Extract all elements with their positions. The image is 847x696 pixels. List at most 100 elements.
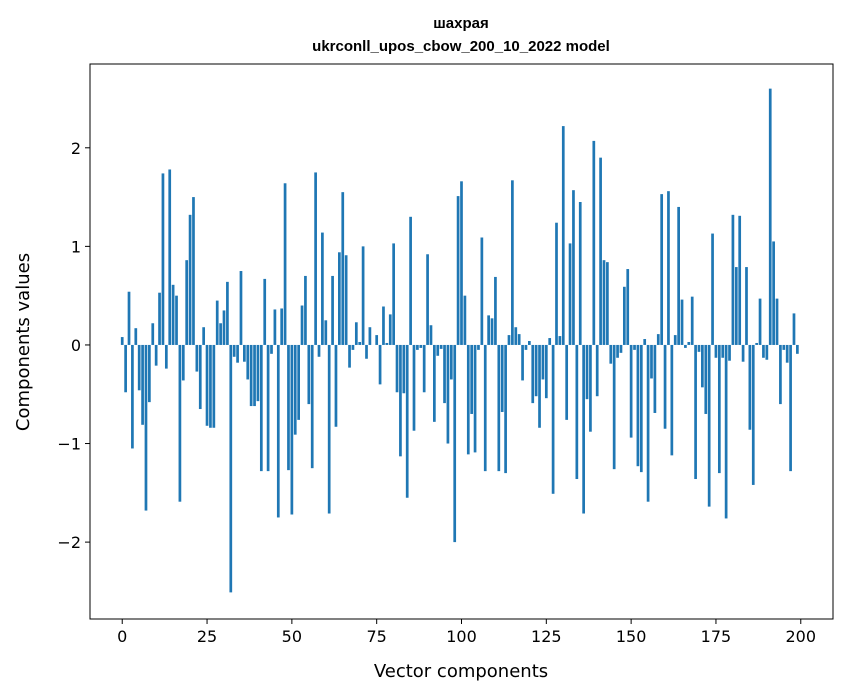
- bar: [439, 344, 443, 349]
- bar: [314, 172, 317, 345]
- bar: [555, 222, 558, 345]
- bar: [639, 344, 643, 473]
- bar: [558, 336, 562, 345]
- bar: [449, 344, 453, 380]
- bar: [426, 254, 429, 345]
- bar: [198, 344, 202, 410]
- bar: [283, 183, 287, 345]
- bar: [466, 344, 470, 455]
- bar: [704, 344, 708, 414]
- bar: [287, 344, 290, 471]
- bar: [412, 344, 416, 431]
- bar: [378, 344, 382, 385]
- bar: [229, 344, 233, 593]
- bar: [131, 344, 134, 449]
- bar: [500, 344, 504, 412]
- bar: [246, 344, 250, 380]
- plot-frame: [89, 63, 834, 620]
- bar: [741, 344, 745, 362]
- y-tick-label: −2: [57, 533, 81, 552]
- bar: [595, 344, 599, 397]
- bar: [310, 344, 314, 469]
- bar: [124, 344, 127, 393]
- bar: [263, 278, 267, 345]
- bar: [599, 157, 602, 345]
- bar: [273, 309, 277, 345]
- bar: [253, 344, 256, 407]
- y-tick-label: −1: [57, 435, 81, 454]
- bar: [341, 192, 345, 345]
- bars-group: [120, 88, 799, 593]
- bar: [534, 344, 538, 397]
- bar: [687, 341, 691, 345]
- bar: [293, 344, 297, 435]
- bar: [650, 344, 653, 379]
- bar: [181, 344, 185, 381]
- x-tick-label: 200: [785, 627, 816, 646]
- bar: [694, 344, 697, 480]
- bar: [660, 194, 664, 345]
- bar: [677, 206, 680, 345]
- bar: [701, 344, 704, 388]
- bar: [578, 202, 582, 345]
- bar: [772, 241, 775, 345]
- y-axis-label: Components values: [13, 253, 34, 431]
- bar: [344, 255, 348, 345]
- bar: [120, 337, 124, 345]
- bar: [483, 344, 487, 472]
- bar: [171, 284, 175, 345]
- bar: [348, 344, 351, 368]
- bar: [297, 344, 300, 420]
- bar: [667, 191, 670, 345]
- bar: [721, 344, 725, 358]
- bar: [636, 344, 640, 467]
- bar: [524, 344, 528, 350]
- x-tick-label: 100: [446, 627, 477, 646]
- bar: [785, 344, 789, 363]
- bar: [758, 298, 762, 345]
- bar: [416, 344, 419, 350]
- chart-title: шахрая: [433, 15, 488, 32]
- bar: [178, 344, 182, 502]
- bar: [612, 344, 616, 470]
- bar: [653, 344, 657, 413]
- bar: [609, 344, 613, 364]
- bar: [470, 344, 474, 414]
- bar: [405, 344, 409, 498]
- bar: [321, 232, 324, 345]
- bar: [463, 295, 467, 345]
- bar: [663, 344, 667, 429]
- bar: [690, 296, 694, 345]
- bar: [188, 214, 192, 345]
- bar: [392, 243, 395, 345]
- bar: [334, 344, 338, 427]
- bar: [249, 344, 253, 407]
- bar: [528, 341, 531, 345]
- bar: [738, 215, 742, 345]
- bar: [734, 267, 738, 345]
- bar: [375, 335, 379, 345]
- bar: [616, 344, 619, 358]
- bar: [779, 344, 782, 405]
- bar: [517, 334, 521, 345]
- bar: [209, 344, 212, 428]
- bar: [748, 344, 752, 430]
- bar: [643, 339, 647, 345]
- bar: [796, 344, 799, 354]
- bar: [531, 344, 535, 404]
- bar: [792, 313, 796, 345]
- bar: [365, 344, 368, 359]
- x-tick-label: 0: [117, 627, 127, 646]
- bar: [168, 169, 172, 345]
- bar: [602, 260, 606, 345]
- bar: [684, 344, 687, 348]
- bar: [551, 344, 555, 494]
- bar: [755, 342, 759, 345]
- bar: [768, 88, 772, 345]
- bar: [680, 299, 684, 345]
- bar: [745, 267, 748, 345]
- bar: [711, 233, 714, 345]
- x-tick-label: 25: [197, 627, 217, 646]
- bar: [433, 344, 436, 422]
